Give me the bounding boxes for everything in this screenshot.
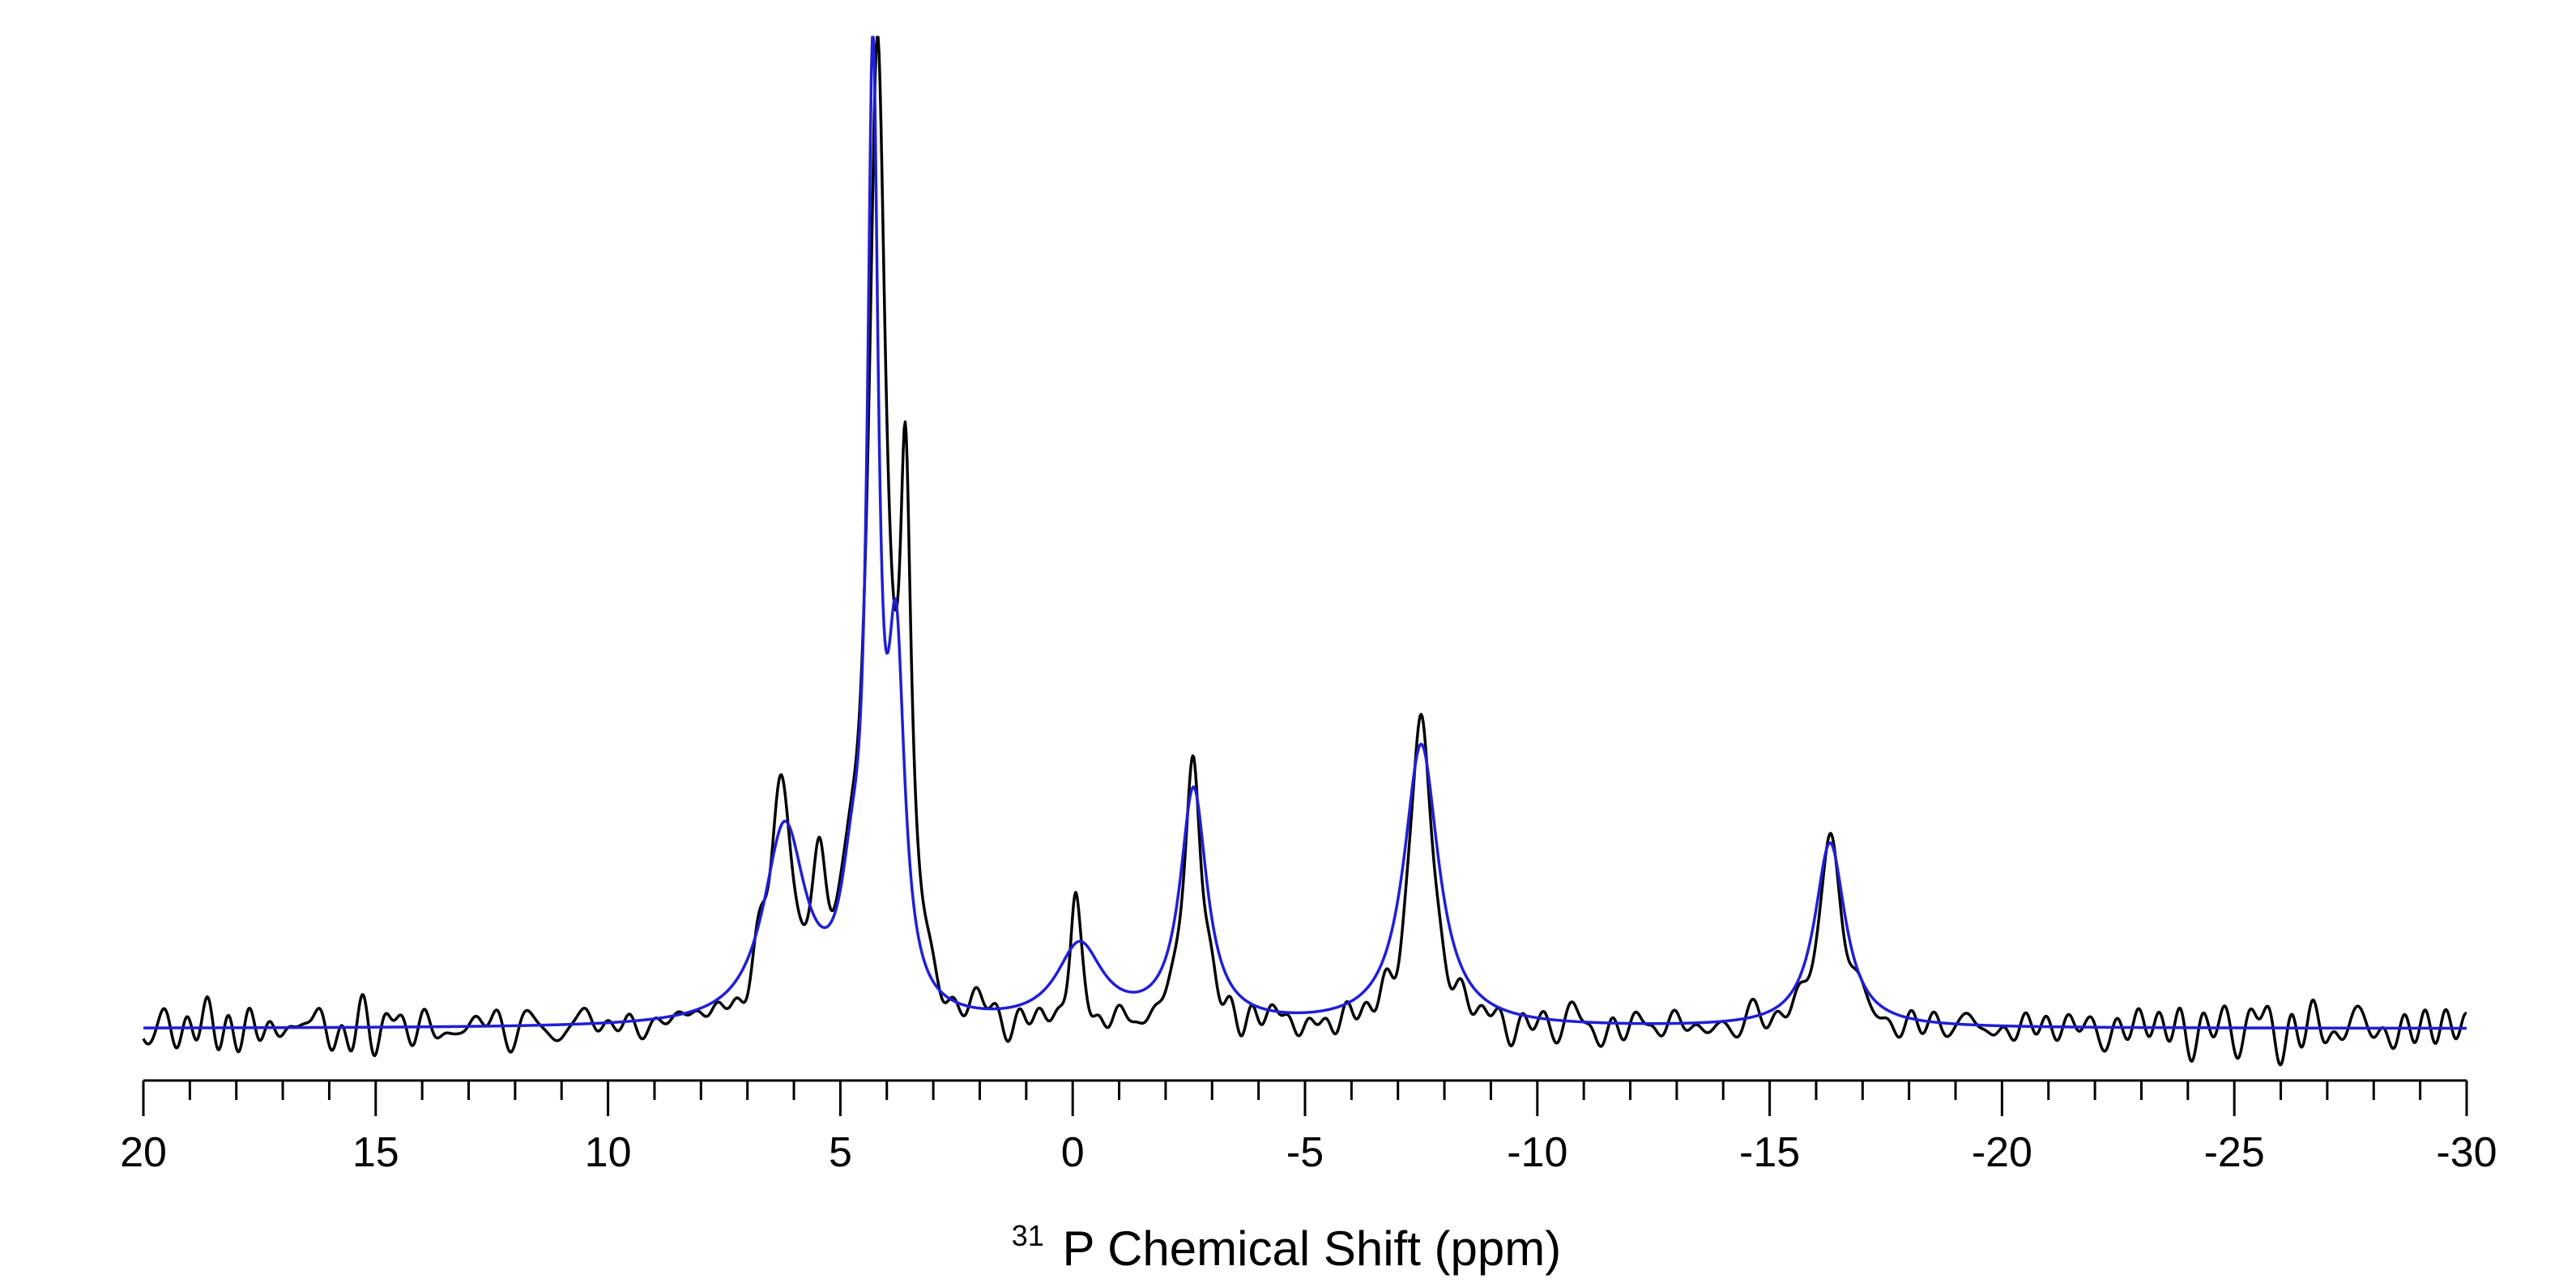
x-tick-label: 0	[1061, 1129, 1085, 1176]
x-tick-label: 20	[120, 1129, 167, 1176]
x-tick-label: 15	[352, 1129, 399, 1176]
x-tick-label: -15	[1739, 1129, 1800, 1176]
plot-area	[142, 36, 2467, 1067]
series-line-experimental	[142, 36, 2467, 1067]
x-tick-label: 5	[829, 1129, 852, 1176]
series-line-fit	[143, 36, 2467, 1030]
x-tick-label: -10	[1507, 1129, 1567, 1176]
x-axis: 20 15 10 5 0 -5 -10 -15 -20 -25 -30	[120, 1079, 2497, 1176]
x-axis-title: 31 P Chemical Shift (ppm)	[1012, 1202, 1561, 1276]
x-tick-label: -25	[2204, 1129, 2265, 1176]
x-axis-title-superscript: 31	[1012, 1219, 1044, 1252]
x-tick-label: 10	[585, 1129, 632, 1176]
x-tick-label: -5	[1286, 1129, 1324, 1176]
x-axis-title-main: P Chemical Shift (ppm)	[1062, 1221, 1561, 1276]
x-tick-label: -30	[2436, 1129, 2497, 1176]
x-tick-label: -20	[1972, 1129, 2032, 1176]
